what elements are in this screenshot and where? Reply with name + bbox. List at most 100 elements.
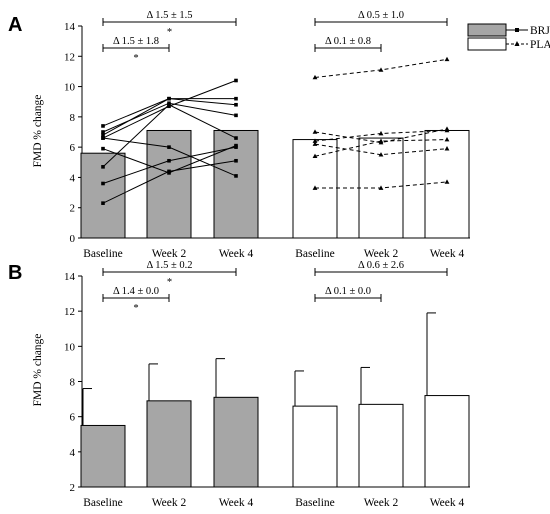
- y-tick-label: 14: [64, 271, 76, 283]
- legend-swatch-pla: [467, 37, 507, 51]
- legend-marker-brj: [515, 28, 519, 32]
- panel-a-y-axis-label: FMD % change: [32, 95, 44, 168]
- data-point-brj: [234, 102, 238, 107]
- category-label-baseline: Baseline: [295, 497, 335, 509]
- panel-a-individual-lines: [101, 56, 450, 205]
- bar-pla-baseline: [292, 405, 338, 488]
- individual-line-brj-4: [102, 80, 237, 139]
- data-point-brj: [101, 165, 105, 169]
- data-point-pla: [312, 185, 318, 190]
- category-label-baseline: Baseline: [83, 248, 123, 260]
- panel-a-legend: BRJ PLA: [467, 23, 550, 51]
- panel-b-y-axis-label: FMD % change: [32, 334, 44, 407]
- data-point-brj: [167, 102, 171, 107]
- legend-label-pla: PLA: [530, 39, 550, 51]
- y-tick-label: 10: [64, 82, 76, 94]
- bar-pla-week-4: [424, 395, 470, 488]
- data-point-brj: [167, 169, 171, 174]
- legend-marker-pla: [514, 41, 520, 46]
- category-label-baseline: Baseline: [295, 248, 335, 260]
- data-point-brj: [234, 78, 238, 83]
- y-tick-label: 0: [70, 233, 76, 245]
- individual-line-pla-5: [314, 139, 448, 157]
- data-point-brj: [167, 96, 171, 101]
- bar-brj-baseline: [80, 424, 126, 488]
- comparison-delta-label: Δ 0.1 ± 0.8: [325, 36, 371, 47]
- y-tick-label: 8: [70, 377, 76, 389]
- data-point-pla: [378, 138, 384, 143]
- bar-pla-week-2: [358, 403, 404, 488]
- data-point-pla: [378, 130, 384, 136]
- category-label-week-4: Week 4: [430, 248, 465, 260]
- panel-a-category-labels: Baseline Week 2 Week 4 Baseline Week 2 Week 4: [83, 248, 464, 260]
- data-point-pla: [312, 138, 318, 143]
- comparison-delta-label: Δ 1.4 ± 0.0: [113, 286, 159, 297]
- category-label-week-2: Week 2: [364, 248, 399, 260]
- comparison-delta-label: Δ 0.5 ± 1.0: [358, 10, 404, 21]
- panel-a-letter: A: [8, 14, 22, 36]
- panel-a-bars: [80, 129, 470, 239]
- panel-b-annotations: Δ 1.5 ± 0.2 * Δ 1.4 ± 0.0 * Δ 0.6 ± 2.6 Δ 0.1…: [102, 260, 448, 314]
- data-point-brj: [167, 145, 171, 149]
- data-point-pla: [444, 146, 450, 151]
- data-point-brj: [101, 181, 105, 186]
- category-label-week-4: Week 4: [219, 497, 254, 509]
- comparison-delta-label: Δ 0.6 ± 2.6: [358, 260, 404, 271]
- legend-label-brj: BRJ: [530, 25, 550, 37]
- category-label-week-4: Week 4: [430, 497, 465, 509]
- data-point-pla: [312, 153, 318, 159]
- data-point-brj: [234, 174, 238, 178]
- y-tick-label: 4: [70, 447, 76, 459]
- legend-swatch-brj: [467, 23, 507, 37]
- data-point-pla: [444, 127, 450, 133]
- bar-brj-week-4: [213, 396, 259, 488]
- category-label-week-2: Week 2: [152, 497, 187, 509]
- panel-b-category-labels: Baseline Week 2 Week 4 Baseline Week 2 Week 4: [83, 497, 464, 509]
- category-label-baseline: Baseline: [83, 497, 123, 509]
- data-point-pla: [378, 185, 384, 190]
- data-point-pla: [312, 141, 318, 146]
- y-tick-label: 12: [64, 51, 75, 63]
- y-tick-label: 6: [70, 412, 76, 424]
- data-point-pla: [444, 136, 450, 142]
- comparison-delta-label: Δ 1.5 ± 0.2: [146, 260, 192, 271]
- data-point-brj: [234, 113, 238, 118]
- comparison-delta-label: Δ 1.5 ± 1.5: [146, 10, 192, 21]
- significance-marker: *: [133, 53, 138, 64]
- y-tick-label: 4: [70, 172, 76, 184]
- y-tick-label: 2: [70, 203, 76, 215]
- data-point-pla: [444, 56, 450, 62]
- y-tick-label: 14: [64, 21, 76, 33]
- category-label-week-2: Week 2: [364, 497, 399, 509]
- data-point-brj: [234, 145, 238, 149]
- data-point-pla: [312, 74, 318, 80]
- data-point-brj: [101, 124, 105, 128]
- y-tick-label: 6: [70, 142, 76, 154]
- significance-marker: *: [167, 27, 172, 38]
- data-point-brj: [234, 158, 238, 163]
- panel-b-letter: B: [8, 262, 22, 284]
- category-label-week-4: Week 4: [219, 248, 254, 260]
- data-point-brj: [167, 158, 171, 163]
- panel-b-bars: [80, 312, 470, 488]
- data-point-brj: [101, 130, 105, 134]
- data-point-brj: [101, 201, 105, 205]
- data-point-brj: [234, 136, 238, 140]
- significance-marker: *: [133, 303, 138, 314]
- panel-a-annotations: Δ 1.5 ± 1.5 * Δ 1.5 ± 1.8 * Δ 0.5 ± 1.0 Δ 0.1…: [102, 10, 448, 64]
- y-tick-label: 12: [64, 306, 75, 318]
- y-tick-label: 10: [64, 341, 76, 353]
- data-point-brj: [101, 133, 105, 137]
- comparison-delta-label: Δ 1.5 ± 1.8: [113, 36, 159, 47]
- data-point-pla: [312, 129, 318, 134]
- y-tick-label: 8: [70, 112, 76, 124]
- comparison-delta-label: Δ 0.1 ± 0.0: [325, 286, 371, 297]
- bar-brj-week-2: [146, 400, 192, 488]
- data-point-brj: [101, 146, 105, 151]
- data-point-pla: [378, 67, 384, 72]
- data-point-pla: [444, 179, 450, 184]
- data-point-brj: [234, 96, 238, 101]
